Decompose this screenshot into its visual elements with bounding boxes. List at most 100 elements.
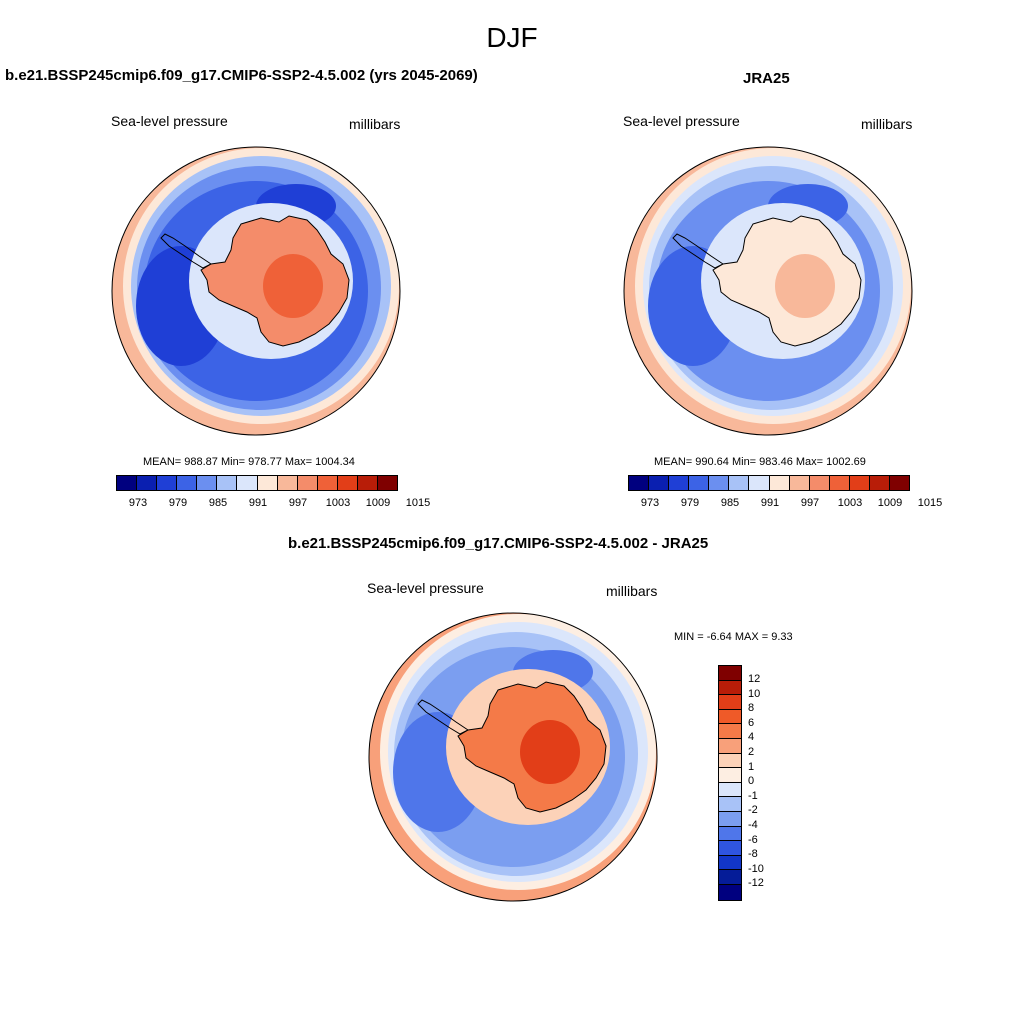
colorbar-swatch	[719, 709, 741, 725]
antarctica-coastline	[200, 215, 350, 347]
colorbar-swatch	[137, 476, 158, 490]
colorbar-tick-label: -10	[748, 862, 764, 875]
colorbar-swatch	[719, 768, 741, 783]
antarctic-peninsula-coastline	[160, 233, 212, 269]
colorbar-tick-label: 8	[748, 702, 755, 715]
map-boundary-circle	[368, 612, 658, 902]
colorbar-swatch	[337, 476, 358, 490]
panel2-units-label: millibars	[861, 116, 913, 132]
colorbar-swatch	[729, 476, 750, 490]
colorbar-swatch	[719, 797, 741, 812]
colorbar-swatch	[719, 841, 741, 856]
colorbar-tick-label: 10	[748, 687, 761, 700]
colorbar-tick-label: 1	[748, 760, 755, 773]
colorbar-swatch	[629, 476, 650, 490]
colorbar-tick-label: 985	[720, 497, 740, 509]
colorbar-swatch	[177, 476, 198, 490]
colorbar-swatch	[197, 476, 218, 490]
colorbar-swatch	[719, 870, 741, 885]
colorbar-swatch	[719, 680, 741, 696]
panel1-polar-map	[111, 146, 401, 436]
colorbar-swatch	[829, 476, 850, 490]
colorbar-tick-label: 12	[748, 673, 761, 685]
antarctic-high-pressure	[263, 254, 323, 318]
colorbar-tick-label: -2	[748, 804, 758, 817]
panel1-units-label: millibars	[349, 116, 401, 132]
colorbar-tick-label: 985	[208, 497, 228, 509]
antarctic-high-pressure	[775, 254, 835, 318]
panel3-title: b.e21.BSSP245cmip6.f09_g17.CMIP6-SSP2-4.…	[288, 535, 709, 552]
colorbar-tick-label: 4	[748, 731, 755, 744]
colorbar-tick-label: 1003	[837, 497, 863, 509]
panel1-stats: MEAN= 988.87 Min= 978.77 Max= 1004.34	[143, 456, 355, 468]
panel1-title: b.e21.BSSP245cmip6.f09_g17.CMIP6-SSP2-4.…	[5, 67, 478, 84]
panel3-variable-label: Sea-level pressure	[367, 580, 484, 596]
colorbar-tick-label: 1015	[405, 497, 431, 509]
antarctic-peninsula-coastline	[672, 233, 724, 269]
colorbar-swatch	[649, 476, 670, 490]
colorbar-swatch	[789, 476, 810, 490]
colorbar-swatch	[719, 811, 741, 827]
colorbar-tick-label: -12	[748, 877, 764, 890]
colorbar-swatch	[769, 476, 790, 490]
colorbar-swatch	[719, 826, 741, 842]
colorbar-tick-label: 1003	[325, 497, 351, 509]
colorbar-tick-label: 1015	[917, 497, 943, 509]
colorbar-tick-label: -1	[748, 789, 758, 802]
colorbar-tick-label: -8	[748, 848, 758, 861]
colorbar-tick-label: -4	[748, 819, 758, 831]
colorbar-swatch	[378, 476, 398, 490]
colorbar-swatch	[257, 476, 278, 490]
panel3-colorbar	[718, 665, 742, 901]
colorbar-swatch	[890, 476, 910, 490]
colorbar-tick-label: 973	[640, 497, 660, 509]
colorbar-swatch	[357, 476, 379, 490]
panel2-colorbar	[628, 475, 910, 491]
panel2-polar-map	[623, 146, 913, 436]
colorbar-swatch	[237, 476, 258, 490]
colorbar-tick-label: 973	[128, 497, 148, 509]
antarctica-coastline	[712, 215, 862, 347]
colorbar-swatch	[157, 476, 178, 490]
colorbar-swatch	[317, 476, 338, 490]
panel1-colorbar	[116, 475, 398, 491]
panel3-units-label: millibars	[606, 583, 658, 599]
colorbar-tick-label: 991	[760, 497, 780, 509]
colorbar-swatch	[719, 782, 741, 798]
colorbar-tick-label: 6	[748, 716, 755, 729]
colorbar-swatch	[709, 476, 730, 490]
map-boundary-circle	[623, 146, 913, 436]
colorbar-tick-label: 979	[680, 497, 700, 509]
panel2-variable-label: Sea-level pressure	[623, 113, 740, 129]
colorbar-swatch	[217, 476, 238, 490]
figure-title: DJF	[486, 22, 538, 53]
colorbar-swatch	[669, 476, 690, 490]
colorbar-swatch	[809, 476, 830, 490]
colorbar-tick-label: 997	[800, 497, 820, 509]
colorbar-swatch	[719, 724, 741, 739]
colorbar-tick-label: 979	[168, 497, 188, 509]
panel3-stats: MIN = -6.64 MAX = 9.33	[674, 631, 793, 643]
map-boundary-circle	[111, 146, 401, 436]
colorbar-swatch	[719, 666, 741, 681]
colorbar-tick-label: -6	[748, 833, 758, 846]
antarctic-peninsula-coastline	[417, 699, 469, 735]
panel3-polar-map	[368, 612, 658, 902]
colorbar-swatch	[117, 476, 138, 490]
colorbar-swatch	[719, 855, 741, 871]
colorbar-swatch	[719, 753, 741, 769]
colorbar-swatch	[749, 476, 770, 490]
colorbar-swatch	[689, 476, 710, 490]
colorbar-tick-label: 1009	[877, 497, 903, 509]
antarctica-coastline	[457, 681, 607, 813]
colorbar-swatch	[869, 476, 891, 490]
colorbar-tick-label: 0	[748, 775, 755, 788]
panel2-title: JRA25	[743, 70, 790, 87]
colorbar-tick-label: 997	[288, 497, 308, 509]
colorbar-tick-label: 2	[748, 746, 755, 758]
colorbar-swatch	[297, 476, 318, 490]
panel2-stats: MEAN= 990.64 Min= 983.46 Max= 1002.69	[654, 456, 866, 468]
colorbar-swatch	[719, 695, 741, 710]
colorbar-swatch	[849, 476, 870, 490]
colorbar-swatch	[719, 884, 741, 900]
